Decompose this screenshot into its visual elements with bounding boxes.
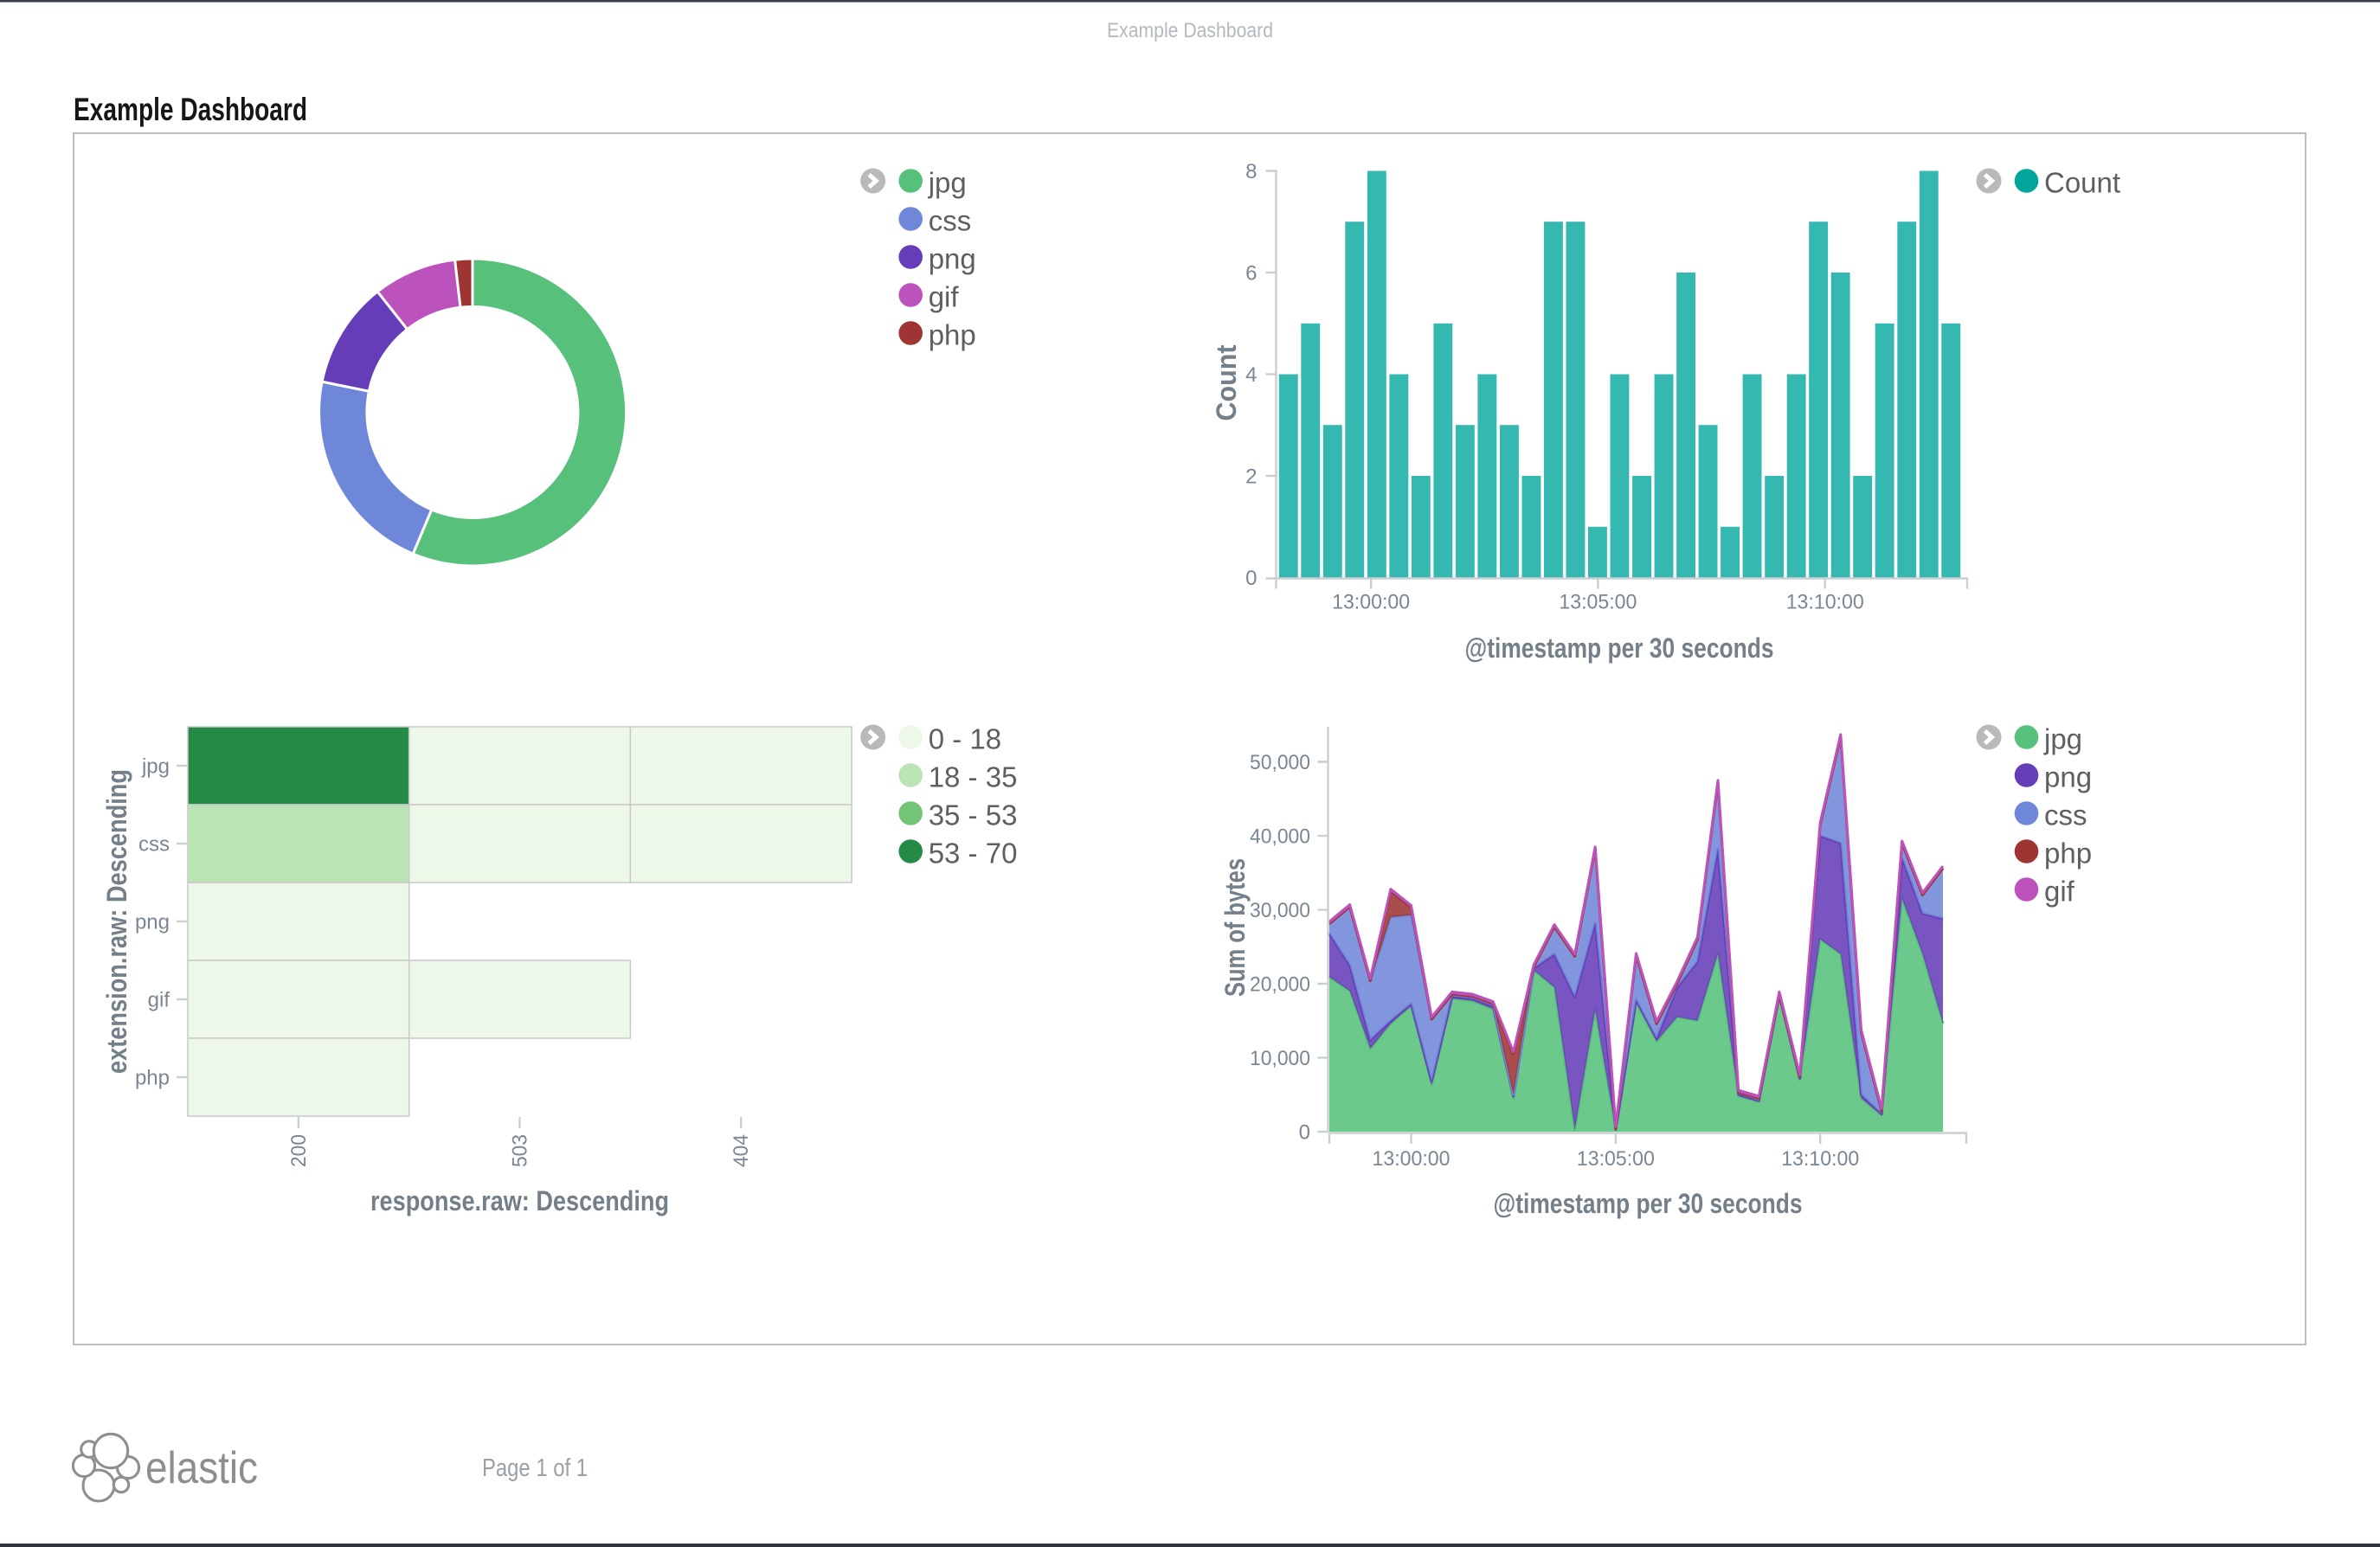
- svg-text:gif: gif: [929, 281, 960, 313]
- svg-text:6: 6: [1245, 262, 1257, 286]
- svg-text:Example Dashboard: Example Dashboard: [1107, 19, 1273, 42]
- svg-text:css: css: [138, 833, 170, 857]
- svg-text:200: 200: [287, 1134, 311, 1167]
- svg-text:13:10:00: 13:10:00: [1786, 591, 1864, 614]
- svg-text:50,000: 50,000: [1250, 751, 1310, 774]
- svg-text:php: php: [929, 319, 976, 351]
- svg-text:53 - 70: 53 - 70: [929, 838, 1018, 870]
- svg-text:@timestamp per 30 seconds: @timestamp per 30 seconds: [1494, 1188, 1803, 1219]
- svg-text:4: 4: [1245, 363, 1257, 387]
- svg-text:30,000: 30,000: [1250, 899, 1310, 922]
- svg-text:php: php: [2044, 838, 2092, 870]
- svg-text:0 - 18: 0 - 18: [929, 723, 1001, 755]
- svg-text:php: php: [135, 1067, 170, 1090]
- svg-text:Count: Count: [1211, 344, 1242, 420]
- svg-text:response.raw: Descending: response.raw: Descending: [370, 1185, 669, 1216]
- svg-text:0: 0: [1299, 1121, 1310, 1145]
- svg-text:404: 404: [730, 1134, 753, 1167]
- svg-text:gif: gif: [2044, 876, 2075, 908]
- svg-text:503: 503: [509, 1134, 532, 1167]
- svg-text:Sum of bytes: Sum of bytes: [1219, 858, 1251, 997]
- svg-text:13:10:00: 13:10:00: [1781, 1147, 1859, 1171]
- svg-text:css: css: [929, 205, 972, 237]
- svg-text:jpg: jpg: [928, 167, 967, 199]
- svg-text:extension.raw: Descending: extension.raw: Descending: [101, 769, 132, 1074]
- svg-text:18 - 35: 18 - 35: [929, 761, 1018, 793]
- svg-text:8: 8: [1245, 160, 1257, 183]
- svg-text:Count: Count: [2044, 167, 2120, 199]
- svg-text:20,000: 20,000: [1250, 973, 1310, 997]
- svg-text:@timestamp per 30 seconds: @timestamp per 30 seconds: [1465, 632, 1774, 664]
- svg-text:13:00:00: 13:00:00: [1373, 1147, 1451, 1171]
- svg-text:35 - 53: 35 - 53: [929, 799, 1018, 831]
- svg-text:elastic: elastic: [145, 1443, 258, 1493]
- svg-text:13:00:00: 13:00:00: [1332, 591, 1410, 614]
- svg-text:40,000: 40,000: [1250, 825, 1310, 849]
- svg-text:png: png: [929, 243, 976, 275]
- svg-text:0: 0: [1245, 567, 1257, 590]
- svg-text:Page 1 of 1: Page 1 of 1: [482, 1454, 588, 1482]
- svg-text:gif: gif: [148, 989, 170, 1012]
- svg-text:png: png: [2044, 761, 2092, 793]
- svg-text:png: png: [135, 911, 170, 934]
- svg-text:2: 2: [1245, 465, 1257, 489]
- svg-text:css: css: [2044, 799, 2087, 831]
- svg-text:13:05:00: 13:05:00: [1559, 591, 1637, 614]
- svg-text:10,000: 10,000: [1250, 1047, 1310, 1070]
- svg-text:13:05:00: 13:05:00: [1577, 1147, 1655, 1171]
- svg-text:Example Dashboard: Example Dashboard: [74, 92, 307, 127]
- svg-text:jpg: jpg: [141, 755, 170, 779]
- svg-text:jpg: jpg: [2043, 723, 2082, 755]
